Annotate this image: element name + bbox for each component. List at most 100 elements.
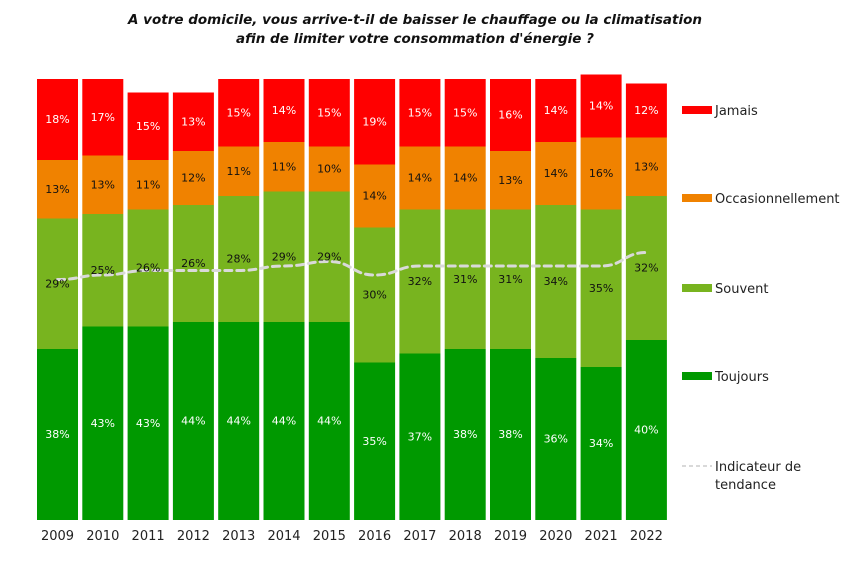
bar-jamais-2019 <box>490 79 531 151</box>
label-jamais-2015: 15% <box>317 106 341 119</box>
label-toujours-2019: 38% <box>498 428 522 441</box>
bar-jamais-2015 <box>308 79 350 147</box>
label-occasionnellement-2021: 16% <box>589 167 613 180</box>
label-occasionnellement-2011: 11% <box>136 178 160 191</box>
bar-souvent-2009 <box>37 218 78 349</box>
bar-jamais-2011 <box>127 92 169 160</box>
legend-label-occasionnellement: Occasionnellement <box>715 192 840 207</box>
label-souvent-2017: 32% <box>408 275 432 288</box>
segment-labels-group: 38% 29% 13% 18% 43% 25% 13% 17% 43% 26% 11% 15% 44% 2… <box>45 100 658 451</box>
label-souvent-2013: 28% <box>226 253 250 266</box>
label-jamais-2022: 12% <box>634 104 658 117</box>
label-souvent-2014: 29% <box>272 250 296 263</box>
bar-toujours-2017 <box>399 353 441 520</box>
label-occasionnellement-2012: 12% <box>181 172 205 185</box>
label-toujours-2015: 44% <box>317 415 341 428</box>
bar-occasionnellement-2014 <box>263 142 305 192</box>
x-tick-2016: 2016 <box>358 529 391 544</box>
bar-souvent-2016 <box>354 227 396 363</box>
bar-jamais-2016 <box>354 79 396 165</box>
label-jamais-2011: 15% <box>136 120 160 133</box>
legend-label-jamais: Jamais <box>714 104 758 119</box>
bar-toujours-2013 <box>218 322 260 520</box>
bars-group <box>37 74 667 520</box>
label-toujours-2009: 38% <box>45 428 69 441</box>
bar-occasionnellement-2018 <box>444 146 486 210</box>
label-occasionnellement-2016: 14% <box>362 190 386 203</box>
label-toujours-2013: 44% <box>226 415 250 428</box>
label-occasionnellement-2022: 13% <box>634 160 658 173</box>
x-tick-2021: 2021 <box>585 529 618 544</box>
label-occasionnellement-2013: 11% <box>226 165 250 178</box>
bar-occasionnellement-2015 <box>308 146 350 192</box>
bar-jamais-2022 <box>625 83 667 138</box>
label-toujours-2010: 43% <box>91 417 115 430</box>
label-souvent-2016: 30% <box>362 289 386 302</box>
label-occasionnellement-2015: 10% <box>317 163 341 176</box>
label-jamais-2010: 17% <box>91 111 115 124</box>
bar-souvent-2015 <box>308 191 350 322</box>
bar-souvent-2022 <box>625 196 667 340</box>
label-jamais-2009: 18% <box>45 113 69 126</box>
bar-souvent-2017 <box>399 209 441 354</box>
label-souvent-2020: 34% <box>544 275 568 288</box>
label-jamais-2014: 14% <box>272 104 296 117</box>
bar-occasionnellement-2013 <box>218 146 260 196</box>
x-tick-2017: 2017 <box>403 529 436 544</box>
label-occasionnellement-2020: 14% <box>544 167 568 180</box>
chart-title: A votre domicile, vous arrive-t-il de ba… <box>0 11 830 49</box>
label-jamais-2016: 19% <box>362 115 386 128</box>
x-tick-2020: 2020 <box>539 529 572 544</box>
bar-souvent-2020 <box>535 205 577 358</box>
legend-swatch-toujours <box>682 372 712 380</box>
label-occasionnellement-2018: 14% <box>453 172 477 185</box>
bar-toujours-2010 <box>82 326 124 520</box>
bar-toujours-2020 <box>535 358 577 520</box>
legend-swatch-jamais <box>682 106 712 114</box>
chart-title-line-2: afin de limiter votre consommation d'éne… <box>236 31 594 47</box>
x-tick-2014: 2014 <box>267 529 300 544</box>
legend-swatch-souvent <box>682 284 712 292</box>
label-souvent-2011: 26% <box>136 262 160 275</box>
x-tick-2010: 2010 <box>86 529 119 544</box>
label-toujours-2017: 37% <box>408 430 432 443</box>
legend-label-souvent: Souvent <box>715 282 768 297</box>
bar-souvent-2013 <box>218 196 260 322</box>
label-souvent-2010: 25% <box>91 264 115 277</box>
bar-souvent-2010 <box>82 214 124 327</box>
label-souvent-2021: 35% <box>589 282 613 295</box>
label-souvent-2022: 32% <box>634 262 658 275</box>
bar-jamais-2017 <box>399 79 441 147</box>
bar-souvent-2018 <box>444 209 486 349</box>
bar-occasionnellement-2019 <box>490 151 531 210</box>
bar-jamais-2009 <box>37 79 78 160</box>
label-toujours-2011: 43% <box>136 417 160 430</box>
x-axis-ticks: 2009 2010 2011 2012 2013 2014 2015 2016 2017 2018… <box>41 529 663 544</box>
label-jamais-2012: 13% <box>181 115 205 128</box>
bar-jamais-2010 <box>82 79 124 156</box>
bar-toujours-2012 <box>172 322 214 520</box>
bar-jamais-2014 <box>263 79 305 142</box>
label-jamais-2018: 15% <box>453 106 477 119</box>
bar-occasionnellement-2022 <box>625 137 667 196</box>
bar-occasionnellement-2010 <box>82 155 124 214</box>
label-toujours-2020: 36% <box>544 433 568 446</box>
bar-jamais-2018 <box>444 79 486 147</box>
x-tick-2012: 2012 <box>177 529 210 544</box>
label-souvent-2015: 29% <box>317 250 341 263</box>
bar-toujours-2018 <box>444 349 486 520</box>
label-toujours-2012: 44% <box>181 415 205 428</box>
bar-toujours-2011 <box>127 326 169 520</box>
label-souvent-2009: 29% <box>45 277 69 290</box>
legend: Jamais Occasionnellement Souvent Toujours In… <box>682 104 840 493</box>
label-toujours-2014: 44% <box>272 415 296 428</box>
legend-label-indicateur-de-tendance: Indicateur de tendance <box>715 460 801 493</box>
bar-jamais-2020 <box>535 79 577 142</box>
bar-toujours-2021 <box>580 367 622 520</box>
legend-label-toujours: Toujours <box>714 370 769 385</box>
x-tick-2013: 2013 <box>222 529 255 544</box>
label-jamais-2021: 14% <box>589 100 613 113</box>
label-occasionnellement-2014: 11% <box>272 160 296 173</box>
bar-toujours-2019 <box>490 349 531 520</box>
bar-toujours-2015 <box>308 322 350 520</box>
